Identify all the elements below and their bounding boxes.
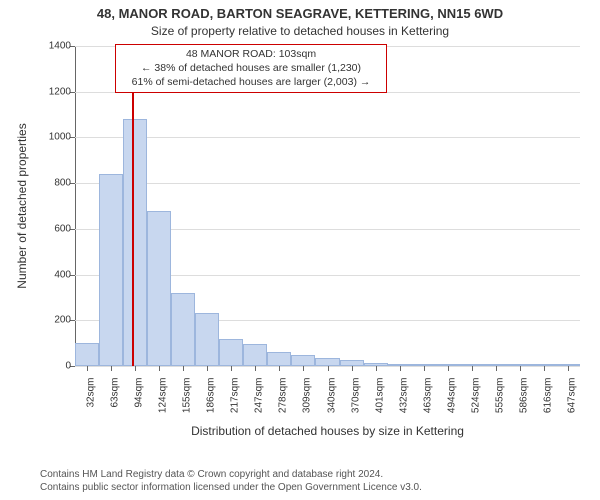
info-box: 48 MANOR ROAD: 103sqm ← 38% of detached … <box>115 44 387 93</box>
info-line-1: 48 MANOR ROAD: 103sqm <box>120 47 382 61</box>
xtick-label: 278sqm <box>278 378 289 414</box>
histogram-bar <box>123 119 147 366</box>
ytick-label: 1200 <box>49 86 71 97</box>
xtick-mark <box>448 366 449 371</box>
histogram-bar <box>195 313 219 366</box>
xtick-label: 32sqm <box>86 378 97 408</box>
histogram-bar <box>75 343 99 366</box>
xtick-label: 647sqm <box>566 378 577 414</box>
xtick-mark <box>544 366 545 371</box>
title-main: 48, MANOR ROAD, BARTON SEAGRAVE, KETTERI… <box>0 6 600 21</box>
histogram-bar <box>147 211 171 366</box>
xtick-mark <box>400 366 401 371</box>
xtick-mark <box>111 366 112 371</box>
y-axis-label: Number of detached properties <box>15 123 29 288</box>
xtick-mark <box>255 366 256 371</box>
xtick-mark <box>520 366 521 371</box>
title-sub: Size of property relative to detached ho… <box>0 24 600 38</box>
xtick-label: 247sqm <box>254 378 265 414</box>
histogram-bar <box>219 339 243 366</box>
x-axis-label: Distribution of detached houses by size … <box>191 424 464 438</box>
xtick-label: 63sqm <box>110 378 121 408</box>
xtick-mark <box>424 366 425 371</box>
histogram-bar <box>171 293 195 366</box>
xtick-mark <box>183 366 184 371</box>
xtick-mark <box>328 366 329 371</box>
ytick-label: 0 <box>65 361 71 372</box>
xtick-mark <box>87 366 88 371</box>
footer-line-1: Contains HM Land Registry data © Crown c… <box>40 468 422 481</box>
xtick-label: 186sqm <box>206 378 217 414</box>
histogram-bar <box>243 344 267 366</box>
xtick-label: 586sqm <box>518 378 529 414</box>
xtick-label: 494sqm <box>446 378 457 414</box>
xtick-mark <box>279 366 280 371</box>
xtick-mark <box>303 366 304 371</box>
xtick-label: 309sqm <box>302 378 313 414</box>
xtick-mark <box>207 366 208 371</box>
histogram-bar <box>315 358 339 366</box>
xtick-label: 124sqm <box>158 378 169 414</box>
xtick-mark <box>159 366 160 371</box>
ytick-label: 400 <box>54 269 71 280</box>
histogram-bar <box>99 174 123 366</box>
xtick-label: 370sqm <box>350 378 361 414</box>
gridline <box>75 137 580 138</box>
ytick-label: 200 <box>54 315 71 326</box>
xtick-label: 555sqm <box>494 378 505 414</box>
histogram-plot: 020040060080010001200140032sqm63sqm94sqm… <box>75 46 580 366</box>
ytick-label: 600 <box>54 223 71 234</box>
ytick-label: 1000 <box>49 132 71 143</box>
xtick-label: 463sqm <box>422 378 433 414</box>
xtick-mark <box>472 366 473 371</box>
xtick-mark <box>496 366 497 371</box>
xtick-label: 432sqm <box>398 378 409 414</box>
ytick-label: 800 <box>54 178 71 189</box>
xtick-label: 401sqm <box>374 378 385 414</box>
histogram-bar <box>291 355 315 366</box>
histogram-bar <box>267 352 291 366</box>
reference-line <box>132 46 134 366</box>
xtick-mark <box>352 366 353 371</box>
gridline <box>75 183 580 184</box>
xtick-mark <box>568 366 569 371</box>
footer: Contains HM Land Registry data © Crown c… <box>40 468 422 494</box>
xtick-mark <box>231 366 232 371</box>
xtick-label: 340sqm <box>326 378 337 414</box>
xtick-mark <box>135 366 136 371</box>
xtick-label: 217sqm <box>230 378 241 414</box>
info-line-2: ← 38% of detached houses are smaller (1,… <box>120 61 382 75</box>
xtick-label: 155sqm <box>182 378 193 414</box>
xtick-label: 524sqm <box>470 378 481 414</box>
ytick-label: 1400 <box>49 41 71 52</box>
xtick-label: 616sqm <box>542 378 553 414</box>
xtick-label: 94sqm <box>134 378 145 408</box>
info-line-3: 61% of semi-detached houses are larger (… <box>120 75 382 89</box>
footer-line-2: Contains public sector information licen… <box>40 481 422 494</box>
xtick-mark <box>376 366 377 371</box>
